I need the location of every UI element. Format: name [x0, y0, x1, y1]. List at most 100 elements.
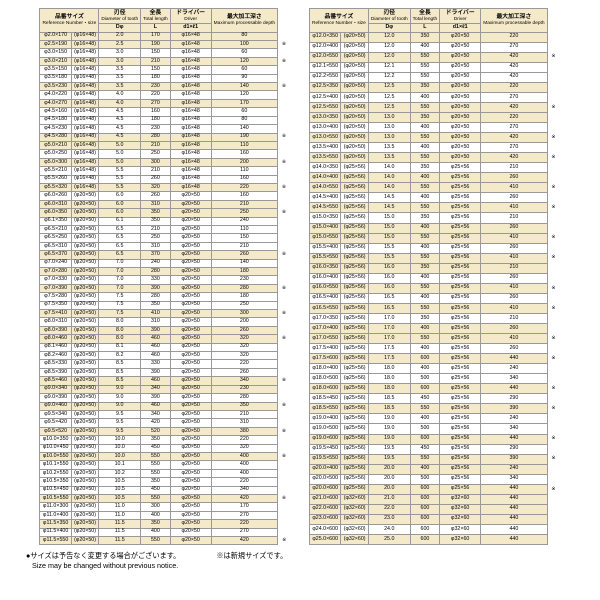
cell-drv: φ25×56 — [440, 283, 481, 293]
table-row: φ12.2×550 (φ20×50) 12.2 550 φ20×50 420 — [310, 72, 561, 82]
cell-ref: φ9.5×340 — [40, 410, 71, 418]
cell-d: 12.5 — [368, 102, 410, 112]
cell-d: 9.5 — [99, 419, 141, 427]
table-row: φ3.0×150 (φ16×48) 3.0 150 φ16×48 60 — [40, 49, 291, 57]
cell-dep: 220 — [211, 183, 277, 191]
table-row: φ17.0×550 (φ25×56) 17.0 550 φ25×56 410 ※ — [310, 334, 561, 344]
cell-mark — [547, 424, 560, 434]
cell-mark — [547, 62, 560, 72]
cell-ref: φ5.5×260 — [40, 175, 71, 183]
cell-mark — [278, 326, 291, 334]
cell-d: 22.0 — [368, 504, 410, 514]
cell-l: 310 — [141, 242, 171, 250]
cell-d: 10.5 — [99, 494, 141, 502]
cell-drv: φ20×50 — [440, 113, 481, 123]
cell-ref: φ11.5×350 — [40, 520, 71, 528]
cell-l: 600 — [410, 504, 440, 514]
table-row: φ3.5×230 (φ16×48) 3.5 230 φ16×48 140 ※ — [40, 83, 291, 91]
cell-drv: φ20×50 — [170, 486, 211, 494]
cell-dep: 290 — [481, 394, 547, 404]
cell-dep: 440 — [481, 484, 547, 494]
table-row: φ12.1×550 (φ20×50) 12.1 550 φ20×50 420 — [310, 62, 561, 72]
cell-d: 5.5 — [99, 183, 141, 191]
cell-ref2: (φ32×60) — [341, 514, 368, 524]
cell-d: 4.5 — [99, 125, 141, 133]
cell-d: 12.0 — [368, 42, 410, 52]
cell-l: 350 — [410, 213, 440, 223]
cell-dep: 290 — [481, 444, 547, 454]
cell-dep: 390 — [481, 404, 547, 414]
cell-l: 350 — [141, 436, 171, 444]
cell-l: 400 — [141, 511, 171, 519]
cell-mark — [278, 108, 291, 116]
table-row: φ8.1×460 (φ20×50) 8.1 460 φ20×50 320 — [40, 343, 291, 351]
table-row: φ17.5×400 (φ25×56) 17.5 400 φ25×56 260 — [310, 344, 561, 354]
cell-mark — [278, 125, 291, 133]
cell-dep: 410 — [481, 303, 547, 313]
cell-dep: 340 — [481, 424, 547, 434]
cell-drv: φ16×48 — [170, 158, 211, 166]
cell-l: 280 — [141, 133, 171, 141]
cell-dep: 380 — [211, 427, 277, 435]
cell-ref: φ4.0×270 — [40, 99, 71, 107]
table-row: φ9.5×520 (φ20×50) 9.5 520 φ20×50 380 ※ — [40, 427, 291, 435]
table-row: φ10.5×450 (φ20×50) 10.5 450 φ20×50 340 — [40, 486, 291, 494]
cell-dep: 410 — [481, 183, 547, 193]
cell-l: 600 — [410, 524, 440, 534]
cell-ref2: (φ16×48) — [71, 175, 98, 183]
cell-dep: 260 — [481, 344, 547, 354]
cell-d: 7.5 — [99, 310, 141, 318]
table-row: φ4.5×160 (φ16×48) 4.5 160 φ16×48 60 — [40, 108, 291, 116]
cell-l: 550 — [410, 233, 440, 243]
cell-d: 10.0 — [99, 436, 141, 444]
table-row: φ14.5×550 (φ25×56) 14.5 550 φ25×56 410 ※ — [310, 203, 561, 213]
table-row: φ2.0×170 (φ16×48) 2.0 170 φ16×48 80 — [40, 32, 291, 40]
cell-dep: 220 — [211, 478, 277, 486]
cell-l: 280 — [141, 268, 171, 276]
cell-dep: 140 — [211, 125, 277, 133]
cell-d: 3.5 — [99, 83, 141, 91]
cell-drv: φ25×56 — [440, 394, 481, 404]
cell-ref2: (φ25×56) — [341, 313, 368, 323]
cell-ref: φ6.5×250 — [40, 234, 71, 242]
cell-ref: φ17.0×400 — [310, 323, 341, 333]
cell-d: 4.0 — [99, 99, 141, 107]
cell-ref: φ17.5×400 — [310, 344, 341, 354]
cell-drv: φ25×56 — [440, 384, 481, 394]
table-row: φ20.0×600 (φ25×56) 20.0 600 φ25×56 440 ※ — [310, 484, 561, 494]
cell-mark — [547, 72, 560, 82]
cell-ref2: (φ20×50) — [71, 310, 98, 318]
cell-ref2: (φ16×48) — [71, 91, 98, 99]
cell-drv: φ25×56 — [440, 273, 481, 283]
cell-mark — [547, 293, 560, 303]
cell-l: 350 — [141, 209, 171, 217]
cell-d: 10.5 — [99, 478, 141, 486]
cell-ref2: (φ16×48) — [71, 99, 98, 107]
cell-ref2: (φ20×50) — [71, 494, 98, 502]
cell-l: 310 — [141, 200, 171, 208]
cell-d: 7.5 — [99, 301, 141, 309]
cell-l: 550 — [410, 102, 440, 112]
cell-dep: 400 — [211, 469, 277, 477]
cell-dep: 320 — [211, 343, 277, 351]
cell-d: 18.0 — [368, 384, 410, 394]
cell-ref: φ19.5×450 — [310, 444, 341, 454]
cell-ref2: (φ25×56) — [341, 203, 368, 213]
table-row: φ7.0×280 (φ20×50) 7.0 280 φ20×50 180 — [40, 268, 291, 276]
cell-d: 6.0 — [99, 200, 141, 208]
cell-dep: 440 — [481, 514, 547, 524]
cell-ref2: (φ25×56) — [341, 233, 368, 243]
cell-dep: 320 — [211, 444, 277, 452]
cell-ref2: (φ20×50) — [341, 32, 368, 42]
table-row: φ18.5×450 (φ25×56) 18.5 450 φ25×56 290 — [310, 394, 561, 404]
cell-d: 17.0 — [368, 334, 410, 344]
cell-ref: φ3.0×210 — [40, 57, 71, 65]
cell-mark — [278, 293, 291, 301]
cell-drv: φ25×56 — [440, 414, 481, 424]
cell-ref2: (φ25×56) — [341, 424, 368, 434]
table-row: φ15.5×550 (φ25×56) 15.5 550 φ25×56 410 ※ — [310, 253, 561, 263]
cell-d: 19.0 — [368, 434, 410, 444]
cell-mark: ※ — [278, 377, 291, 385]
cell-l: 350 — [410, 313, 440, 323]
cell-drv: φ20×50 — [440, 133, 481, 143]
